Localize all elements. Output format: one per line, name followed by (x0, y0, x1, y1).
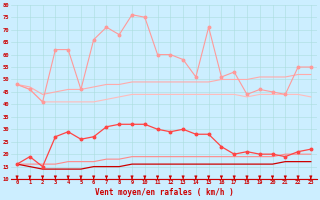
X-axis label: Vent moyen/en rafales ( km/h ): Vent moyen/en rafales ( km/h ) (95, 188, 233, 197)
